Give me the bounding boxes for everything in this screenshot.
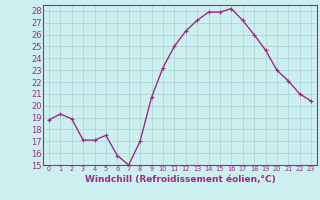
X-axis label: Windchill (Refroidissement éolien,°C): Windchill (Refroidissement éolien,°C) [84,175,276,184]
